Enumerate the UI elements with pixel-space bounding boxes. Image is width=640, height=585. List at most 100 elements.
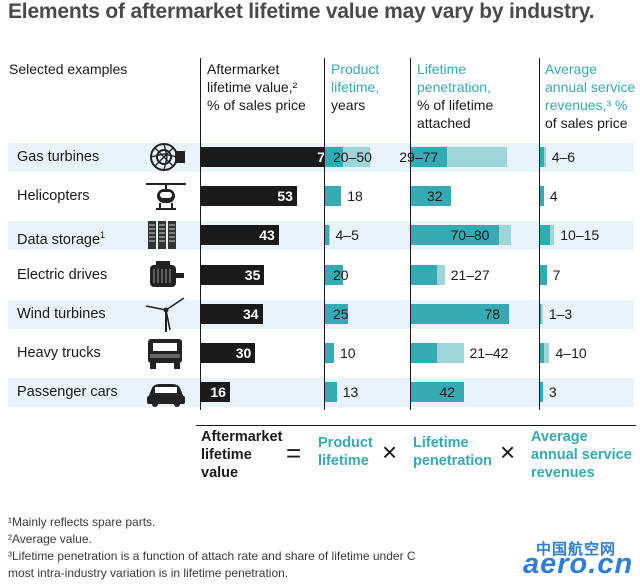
formula-term4-line2: annual service: [531, 447, 632, 463]
footnote-2: ²Average value.: [8, 532, 92, 546]
header-product-line2: lifetime,: [331, 79, 380, 95]
penetration-range-electric-drives: [437, 265, 445, 285]
footnote-1: ¹Mainly reflects spare parts.: [8, 515, 156, 529]
aftermarket-value-helicopters: 53: [277, 188, 293, 204]
penetration-value-gas-turbines: 29–77: [399, 149, 439, 165]
formula-term1-line2: lifetime: [201, 447, 252, 463]
row-label-heavy-trucks: Heavy trucks: [17, 345, 101, 361]
penetration-bar-heavy-trucks: [411, 343, 438, 363]
header-selected-examples: Selected examples: [9, 61, 128, 77]
penetration-value-wind-turbines: 78: [484, 306, 501, 322]
row-band-passenger-cars: [8, 378, 634, 407]
penetration-range-gas-turbines: [447, 147, 508, 167]
lifetime-value-heavy-trucks: 10: [340, 345, 356, 361]
penetration-value-heavy-trucks: 21–42: [469, 345, 509, 361]
revenues-range-heavy-trucks: [543, 343, 550, 363]
aftermarket-value-heavy-trucks: 30: [235, 345, 252, 361]
header-penetration-line2: penetration,: [417, 79, 491, 95]
penetration-bar-electric-drives: [411, 265, 438, 285]
watermark-chinese: 中国航空网: [536, 541, 617, 558]
penetration-range-data-storage: [498, 225, 511, 245]
lifetime-value-passenger-cars: 13: [342, 384, 359, 400]
penetration-value-electric-drives: 21–27: [450, 267, 490, 283]
header-revenues-line3: revenues,³ %: [545, 97, 628, 113]
row-label-gas-turbines: Gas turbines: [17, 149, 100, 165]
row-label-electric-drives: Electric drives: [17, 267, 108, 283]
truck-icon: [148, 339, 182, 369]
aftermarket-bar-helicopters: [201, 186, 297, 206]
revenues-value-helicopters: 4: [549, 188, 558, 204]
revenues-value-passenger-cars: 3: [548, 384, 557, 400]
header-product-lifetime: Product lifetime, years: [331, 60, 379, 114]
formula-term3-line2: penetration: [413, 453, 492, 469]
aftermarket-bar-gas-turbines: [201, 147, 337, 167]
header-penetration-line4: attached: [417, 115, 471, 131]
aftermarket-bar-data-storage: [201, 225, 279, 245]
header-aftermarket-line3: % of sales price: [207, 97, 306, 113]
revenues-bar-heavy-trucks: [540, 343, 544, 363]
formula-equals: =: [286, 438, 302, 468]
lifetime-value-wind-turbines: 25: [333, 306, 349, 322]
penetration-value-helicopters: 32: [427, 188, 443, 204]
aftermarket-value-wind-turbines: 34: [242, 306, 259, 322]
aftermarket-value-passenger-cars: 16: [210, 384, 226, 400]
header-revenues-line2: annual service: [545, 79, 636, 95]
formula-term1-line1: Aftermarket: [201, 429, 283, 445]
lifetime-value-helicopters: 18: [347, 188, 363, 204]
watermark-logo: aero.cn: [523, 548, 634, 580]
header-revenues-line1: Average: [545, 61, 597, 77]
revenues-bar-wind-turbines: [540, 304, 542, 324]
penetration-bar-data-storage: [411, 225, 499, 245]
lifetime-range-data-storage: [328, 225, 330, 245]
header-aftermarket-line1: Aftermarket: [207, 61, 280, 77]
lifetime-bar-passenger-cars: [325, 382, 337, 402]
server-rack-icon: [148, 221, 176, 249]
revenues-bar-electric-drives: [540, 265, 547, 285]
revenues-bar-gas-turbines: [540, 147, 544, 167]
penetration-value-data-storage: 70–80: [450, 227, 490, 243]
aftermarket-value-gas-turbines: 75: [201, 147, 333, 167]
lifetime-range-gas-turbines: [343, 147, 371, 167]
penetration-value-passenger-cars: 42: [439, 384, 456, 400]
formula-term1-line3: value: [201, 465, 239, 481]
footnote-4: most intra-industry variation is in life…: [8, 566, 289, 580]
revenues-bar-helicopters: [540, 186, 544, 206]
revenues-value-wind-turbines: 1–3: [548, 306, 573, 322]
formula-term-revenues: Average annual service revenues: [531, 428, 632, 482]
row-label-passenger-cars: Passenger cars: [17, 384, 118, 400]
lifetime-value-gas-turbines: 20–50: [333, 149, 372, 165]
revenues-value-heavy-trucks: 4–10: [555, 345, 587, 361]
formula-term4-line1: Average: [531, 429, 588, 445]
chart-title: Elements of aftermarket lifetime value m…: [8, 0, 595, 23]
header-aftermarket-line2: lifetime value,²: [207, 79, 298, 95]
formula-term-aftermarket: Aftermarket lifetime value: [201, 428, 282, 482]
lifetime-bar-wind-turbines: [325, 304, 348, 324]
divider-aftermarket: [200, 58, 201, 410]
row-band-gas-turbines: [8, 143, 634, 172]
aftermarket-bar-passenger-cars: [201, 382, 230, 402]
penetration-bar-passenger-cars: [411, 382, 464, 402]
formula-term2-line1: Product: [318, 435, 373, 451]
lifetime-bar-heavy-trucks: [325, 343, 335, 363]
revenues-value-data-storage: 10–15: [560, 227, 600, 243]
aftermarket-bar-wind-turbines: [201, 304, 263, 324]
revenues-bar-data-storage: [540, 225, 550, 245]
header-penetration-line1: Lifetime: [417, 61, 467, 77]
header-product-line1: Product: [331, 61, 380, 77]
electric-motor-icon: [150, 261, 184, 287]
footnote-3: ³Lifetime penetration is a function of a…: [8, 549, 416, 563]
formula-times-2: ×: [500, 437, 516, 467]
lifetime-bar-electric-drives: [325, 265, 344, 285]
aftermarket-bar-heavy-trucks: [201, 343, 256, 363]
revenues-value-gas-turbines: 4–6: [551, 149, 576, 165]
revenues-range-wind-turbines: [540, 304, 543, 324]
formula-term-penetration: Lifetime penetration: [413, 434, 492, 470]
lifetime-bar-data-storage: [325, 225, 329, 245]
divider-revenues: [539, 58, 540, 410]
lifetime-bar-gas-turbines: [325, 147, 344, 167]
revenues-value-electric-drives: 7: [552, 267, 561, 283]
gas-turbine-icon: [150, 143, 185, 171]
penetration-bar-gas-turbines: [411, 147, 448, 167]
divider-penetration: [410, 58, 411, 410]
